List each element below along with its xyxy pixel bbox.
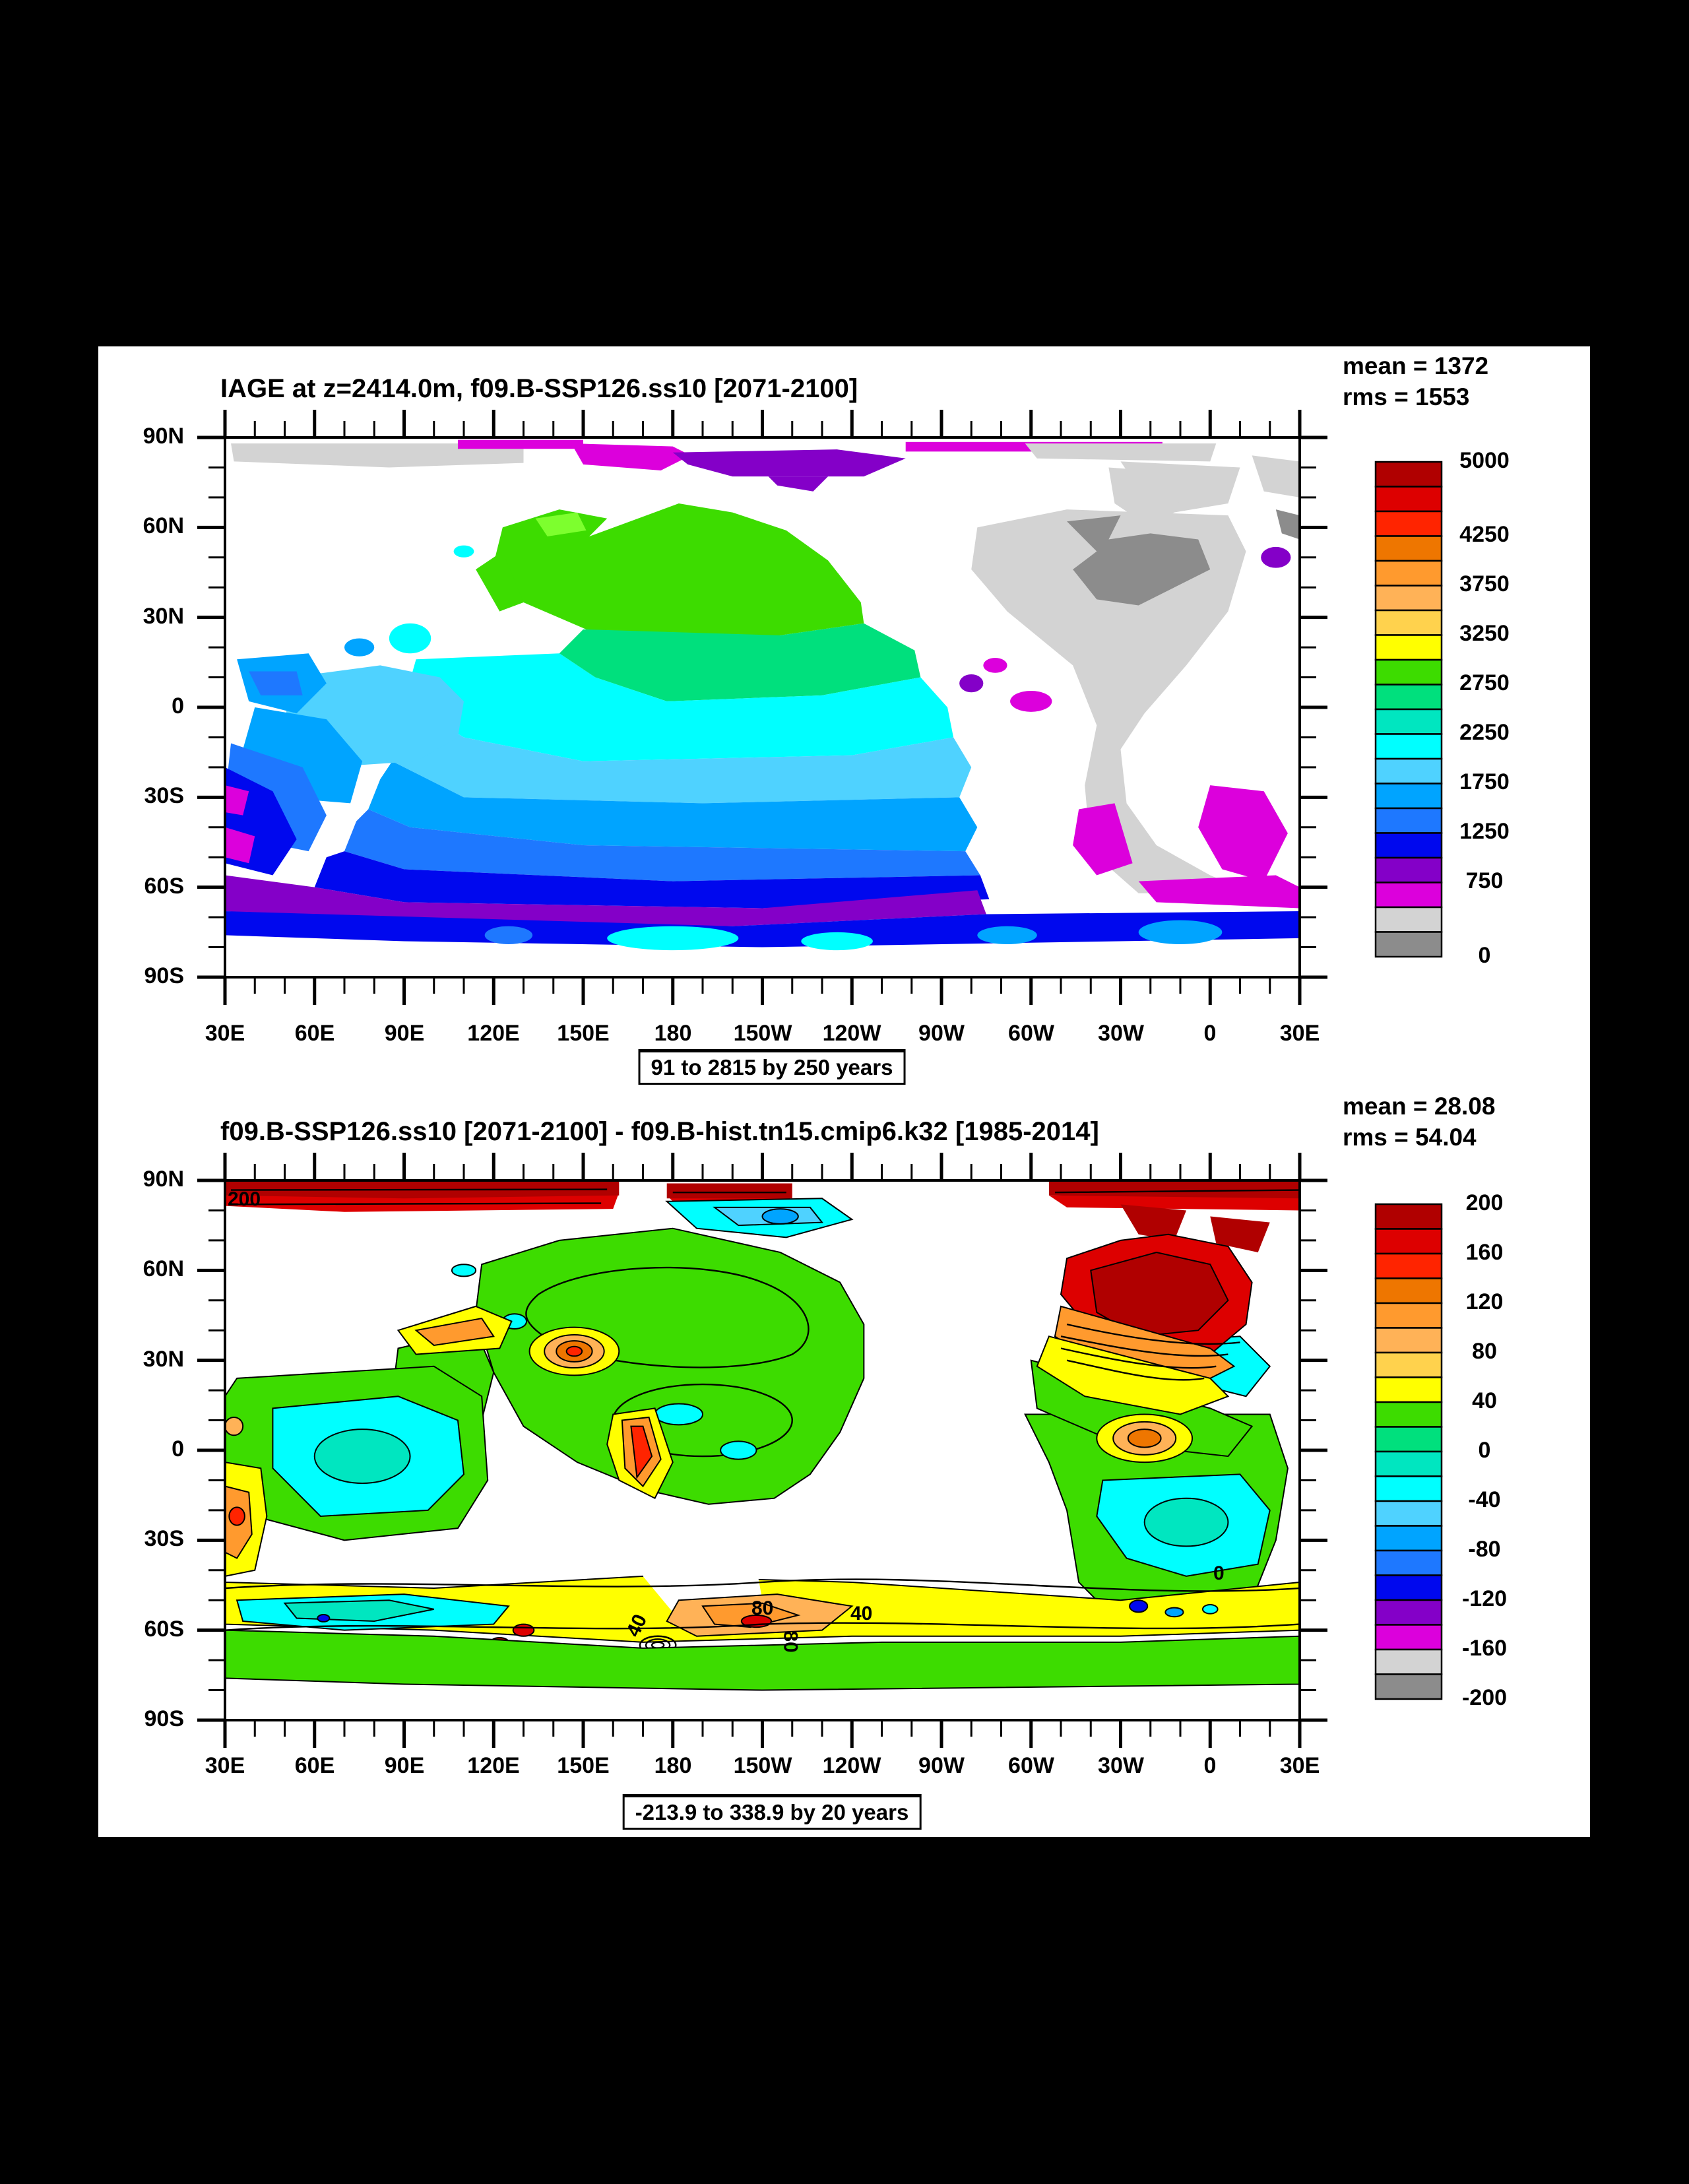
p2-lon-11: 0 — [1203, 1753, 1217, 1778]
p2-lon-10: 30W — [1098, 1753, 1144, 1778]
p1-lon-1: 60E — [294, 1021, 335, 1046]
p2-lon-0: 30E — [205, 1753, 245, 1778]
p1-lon-2: 90E — [384, 1021, 425, 1046]
p1-lon-9: 60W — [1008, 1021, 1054, 1046]
panel1-range-caption: 91 to 2815 by 250 years — [638, 1049, 906, 1085]
cb1-label-750: 750 — [1465, 868, 1504, 893]
cb2-label-40: 40 — [1472, 1388, 1497, 1413]
p1-lat-30n: 30N — [143, 604, 184, 629]
panel2-colorbar — [1374, 1203, 1443, 1700]
p1-lon-8: 90W — [918, 1021, 965, 1046]
p2-lat-60s: 60S — [144, 1617, 185, 1642]
p1-lat-90n: 90N — [143, 424, 184, 449]
axis-ticks — [208, 421, 1316, 994]
cb2-label-80: 80 — [1472, 1339, 1497, 1364]
map1-iage-field — [197, 410, 1327, 1005]
p2-lat-30n: 30N — [143, 1347, 184, 1372]
p2-contour-label-80-rotated: 80 — [779, 1630, 802, 1653]
panel1-title: IAGE at z=2414.0m, f09.B-SSP126.ss10 [20… — [220, 374, 858, 403]
p2-lon-3: 120E — [467, 1753, 520, 1778]
p1-lat-30s: 30S — [144, 783, 185, 808]
plot-page: IAGE at z=2414.0m, f09.B-SSP126.ss10 [20… — [98, 346, 1590, 1837]
cb1-label-3250: 3250 — [1459, 621, 1510, 646]
p2-lat-90n: 90N — [143, 1167, 184, 1192]
p2-lon-4: 150E — [557, 1753, 610, 1778]
panel1-colorbar — [1374, 461, 1443, 958]
panel2-range-caption: -213.9 to 338.9 by 20 years — [622, 1794, 922, 1830]
map1-ocean-regions — [225, 439, 1300, 951]
cb2-label-m120: -120 — [1461, 1586, 1508, 1611]
cb1-label-1250: 1250 — [1459, 819, 1510, 844]
cb2-label-m40: -40 — [1468, 1487, 1501, 1512]
p2-lon-2: 90E — [384, 1753, 425, 1778]
panel2-title: f09.B-SSP126.ss10 [2071-2100] - f09.B-hi… — [220, 1117, 1099, 1146]
p2-lon-5: 180 — [654, 1753, 692, 1778]
p1-lon-10: 30W — [1098, 1021, 1144, 1046]
p1-lon-3: 120E — [467, 1021, 520, 1046]
p2-lon-8: 90W — [918, 1753, 965, 1778]
cb1-label-2750: 2750 — [1459, 670, 1510, 695]
p2-lat-30s: 30S — [144, 1526, 185, 1551]
cb1-label-3750: 3750 — [1459, 571, 1510, 596]
cb1-label-2250: 2250 — [1459, 720, 1510, 745]
p2-lat-90s: 90S — [144, 1706, 185, 1731]
panel1-rms: rms = 1553 — [1343, 383, 1470, 410]
p2-lon-7: 120W — [822, 1753, 881, 1778]
cb2-label-200: 200 — [1465, 1190, 1504, 1215]
p1-lat-90s: 90S — [144, 963, 185, 988]
axis-ticks — [208, 1164, 1316, 1737]
map2-ocean-regions — [225, 1180, 1300, 1690]
map2-difference-field — [197, 1153, 1327, 1748]
axis-ticks — [197, 410, 1327, 1005]
p2-lon-6: 150W — [733, 1753, 792, 1778]
p1-lon-7: 120W — [822, 1021, 881, 1046]
p1-lon-0: 30E — [205, 1021, 245, 1046]
p2-lat-0: 0 — [172, 1436, 184, 1461]
p2-lon-12: 30E — [1279, 1753, 1320, 1778]
p1-lat-0: 0 — [172, 693, 184, 719]
p2-contour-label-80: 80 — [751, 1597, 774, 1619]
panel1-stats: mean = 1372 rms = 1553 — [1343, 350, 1488, 412]
panel2-rms: rms = 54.04 — [1343, 1124, 1477, 1151]
p1-lat-60n: 60N — [143, 513, 184, 538]
p2-lon-9: 60W — [1008, 1753, 1054, 1778]
cb1-label-5000: 5000 — [1459, 448, 1510, 473]
p2-contour-label-200: 200 — [228, 1188, 261, 1210]
cb2-label-m160: -160 — [1461, 1636, 1508, 1661]
p2-lat-60n: 60N — [143, 1256, 184, 1281]
p1-lon-12: 30E — [1279, 1021, 1320, 1046]
panel1-mean: mean = 1372 — [1343, 352, 1489, 379]
cb2-label-m80: -80 — [1468, 1537, 1501, 1562]
cb2-label-m200: -200 — [1461, 1685, 1508, 1710]
p1-lon-5: 180 — [654, 1021, 692, 1046]
cb1-label-1750: 1750 — [1459, 769, 1510, 794]
panel2-stats: mean = 28.08 rms = 54.04 — [1343, 1091, 1495, 1153]
cb2-label-160: 160 — [1465, 1240, 1504, 1265]
p2-contour-label-40: 40 — [850, 1603, 873, 1624]
cb1-label-0: 0 — [1478, 943, 1491, 968]
p1-lon-4: 150E — [557, 1021, 610, 1046]
p2-contour-label-0: 0 — [1213, 1562, 1225, 1584]
axis-ticks — [197, 1153, 1327, 1748]
p2-lon-1: 60E — [294, 1753, 335, 1778]
cb2-label-0: 0 — [1478, 1438, 1491, 1463]
p1-lon-11: 0 — [1203, 1021, 1217, 1046]
panel2-mean: mean = 28.08 — [1343, 1093, 1496, 1120]
cb2-label-120: 120 — [1465, 1289, 1504, 1314]
cb1-label-4250: 4250 — [1459, 522, 1510, 547]
p1-lon-6: 150W — [733, 1021, 792, 1046]
p1-lat-60s: 60S — [144, 874, 185, 899]
